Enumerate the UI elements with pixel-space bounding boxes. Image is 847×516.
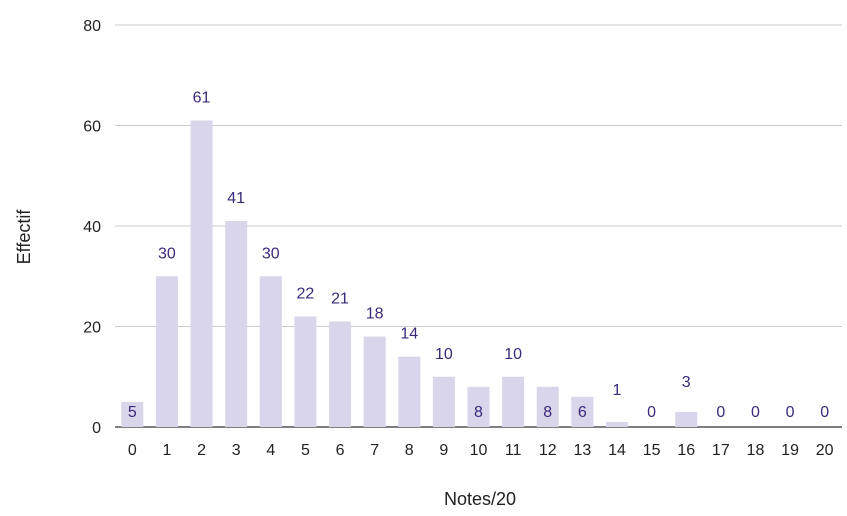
data-label-1: 30	[158, 245, 176, 262]
x-tick-label-5: 5	[301, 442, 310, 459]
x-tick-label-16: 16	[677, 442, 695, 459]
data-label-2: 61	[193, 89, 211, 106]
x-tick-label-10: 10	[470, 442, 488, 459]
x-axis-title: Notes/20	[444, 489, 516, 509]
x-tick-label-14: 14	[608, 442, 626, 459]
data-label-15: 0	[647, 404, 656, 421]
x-tick-label-17: 17	[712, 442, 730, 459]
bar-14	[605, 421, 628, 427]
bar-13	[571, 396, 594, 427]
data-label-16: 3	[682, 374, 691, 391]
bar-1	[155, 276, 178, 427]
bar-4	[259, 276, 282, 427]
y-axis-title: Effectif	[14, 209, 34, 265]
x-axis-ticks: 0 1 2 3 4 5 6 7 8 9 10 11 12 13 14 15 16 17 18 19 20	[128, 442, 834, 459]
data-label-20: 0	[820, 404, 829, 421]
bar-16	[675, 411, 698, 427]
gridlines	[115, 24, 842, 428]
x-tick-label-20: 20	[816, 442, 834, 459]
x-tick-label-9: 9	[439, 442, 448, 459]
x-tick-label-0: 0	[128, 442, 137, 459]
y-tick-label: 40	[83, 219, 101, 236]
bar-8	[398, 356, 421, 427]
bar-5	[294, 316, 317, 427]
data-label-4: 30	[262, 245, 280, 262]
data-label-11: 10	[504, 346, 522, 363]
bar-12	[536, 386, 559, 427]
x-tick-label-8: 8	[405, 442, 414, 459]
data-label-14: 1	[613, 382, 622, 399]
y-tick-label: 60	[83, 119, 101, 136]
y-tick-label: 20	[83, 320, 101, 337]
x-tick-label-3: 3	[232, 442, 241, 459]
bars	[121, 120, 698, 427]
bar-7	[363, 336, 386, 427]
x-tick-label-19: 19	[781, 442, 799, 459]
y-axis-ticks: 0 20 40 60 80	[83, 18, 101, 437]
bar-6	[329, 321, 352, 427]
x-tick-label-15: 15	[643, 442, 661, 459]
data-label-3: 41	[227, 190, 245, 207]
bar-9	[432, 376, 455, 427]
x-tick-label-12: 12	[539, 442, 557, 459]
data-label-9: 10	[435, 346, 453, 363]
data-label-7: 18	[366, 306, 384, 323]
y-tick-label: 0	[92, 420, 101, 437]
x-tick-label-6: 6	[336, 442, 345, 459]
x-tick-label-1: 1	[162, 442, 171, 459]
data-label-13: 6	[578, 404, 587, 421]
data-label-10: 8	[474, 404, 483, 421]
data-label-5: 22	[297, 285, 315, 302]
data-label-6: 21	[331, 290, 349, 307]
data-label-18: 0	[751, 404, 760, 421]
data-label-12: 8	[543, 404, 552, 421]
x-tick-label-4: 4	[266, 442, 275, 459]
x-tick-label-2: 2	[197, 442, 206, 459]
x-tick-label-11: 11	[505, 442, 522, 459]
bar-2	[190, 120, 213, 427]
bar-11	[502, 376, 525, 427]
bar-3	[225, 220, 248, 427]
x-tick-label-18: 18	[747, 442, 765, 459]
x-tick-label-7: 7	[370, 442, 379, 459]
bar-10	[467, 386, 490, 427]
bar-0	[121, 401, 144, 427]
data-label-17: 0	[716, 404, 725, 421]
x-tick-label-13: 13	[573, 442, 591, 459]
data-label-8: 14	[400, 326, 418, 343]
data-label-19: 0	[786, 404, 795, 421]
data-label-0: 5	[128, 404, 137, 421]
y-tick-label: 80	[83, 18, 101, 35]
